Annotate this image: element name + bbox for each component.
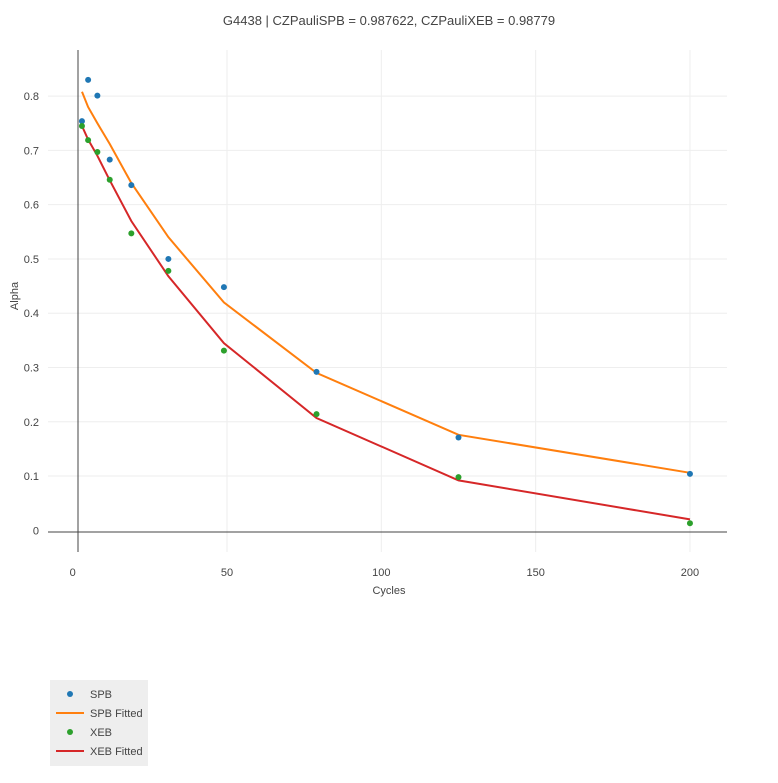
x-tick-labels: 0 50 100 150 200: [70, 567, 700, 579]
x-tick-label: 0: [70, 567, 76, 579]
xeb-point: [313, 411, 320, 418]
spb-point: [313, 368, 320, 375]
x-tick-label: 100: [372, 567, 390, 579]
y-tick-label: 0.4: [24, 308, 39, 320]
legend-xeb-fitted-label: XEB Fitted: [90, 746, 143, 758]
legend-xeb-swatch: [67, 729, 73, 735]
x-tick-label: 200: [681, 567, 699, 579]
y-tick-label: 0.2: [24, 417, 39, 429]
xeb-point: [128, 230, 135, 237]
series: [78, 76, 693, 527]
spb-point: [128, 182, 135, 189]
spb-point: [220, 284, 227, 291]
axes: [48, 50, 727, 552]
xeb-point: [165, 267, 172, 274]
y-tick-label: 0.5: [24, 254, 39, 266]
xeb-point: [85, 137, 92, 144]
x-tick-label: 50: [221, 567, 233, 579]
spb-point: [106, 156, 113, 163]
legend-items: SPB SPB Fitted XEB XEB Fitted: [56, 689, 143, 758]
x-tick-label: 150: [526, 567, 544, 579]
spb-fitted-line: [81, 91, 691, 474]
xeb-point: [455, 474, 462, 481]
x-axis-title: Cycles: [372, 585, 406, 597]
y-tick-label: 0.6: [24, 200, 39, 212]
spb-point: [455, 434, 462, 441]
grid: [48, 50, 727, 552]
y-tick-labels: 0 0.1 0.2 0.3 0.4 0.5 0.6 0.7 0.8: [24, 91, 39, 537]
spb-point: [686, 470, 693, 477]
xeb-point: [686, 520, 693, 527]
xeb-fitted-line: [81, 125, 691, 521]
y-tick-label: 0.7: [24, 145, 39, 157]
y-tick-label: 0.1: [24, 471, 39, 483]
y-axis-title: Alpha: [9, 281, 21, 310]
legend-xeb-label: XEB: [90, 727, 112, 739]
legend: SPB SPB Fitted XEB XEB Fitted: [50, 680, 148, 766]
spb-point: [85, 76, 92, 83]
chart-title: G4438 | CZPauliSPB = 0.987622, CZPauliXE…: [223, 13, 555, 28]
y-tick-label: 0.3: [24, 362, 39, 374]
xeb-point: [106, 176, 113, 183]
y-tick-label: 0.8: [24, 91, 39, 103]
xeb-point: [220, 347, 227, 354]
xeb-point: [94, 149, 101, 156]
spb-point: [78, 118, 85, 125]
y-tick-label: 0: [33, 525, 39, 537]
legend-spb-swatch: [67, 691, 73, 697]
spb-point: [165, 255, 172, 262]
spb-point: [94, 92, 101, 99]
legend-spb-fitted-label: SPB Fitted: [90, 708, 143, 720]
legend-spb-label: SPB: [90, 689, 112, 701]
xeb-point: [78, 122, 85, 129]
